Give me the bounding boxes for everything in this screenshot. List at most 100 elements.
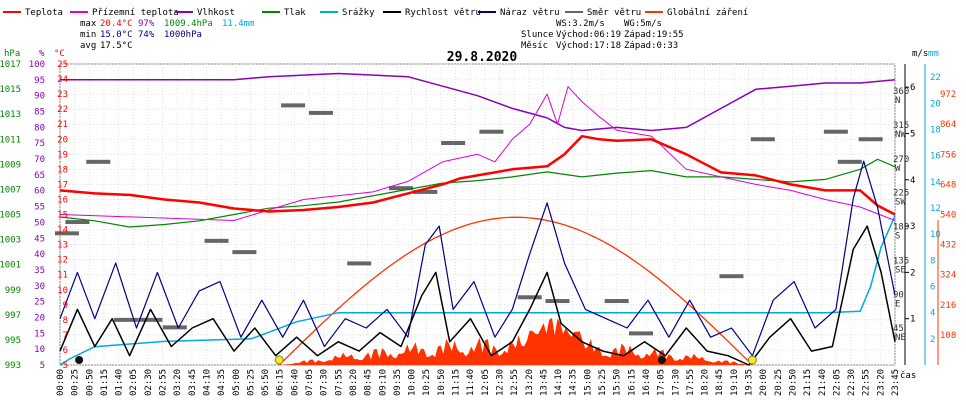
rad-tick-label: 540 [940, 211, 956, 221]
stats-max-rain: 11.4mm [222, 19, 255, 29]
mm-tick-label: 18 [930, 125, 941, 135]
sun-slunce-rise: Východ:06:19 [556, 30, 621, 40]
sun-mesic-rise: Východ:17:18 [556, 41, 621, 51]
sun-slunce-set: Západ:19:55 [624, 30, 684, 40]
degc-tick-label: 23 [57, 90, 68, 100]
rad-tick-label: 864 [940, 120, 956, 130]
mm-tick-label: 6 [930, 282, 935, 292]
dir-tick-name: SE [895, 265, 906, 275]
time-tick-label: 02:55 [159, 369, 169, 396]
legend-label: Globální záření [667, 8, 748, 18]
degc-tick-label: 11 [57, 271, 68, 281]
time-tick-label: 18:45 [715, 369, 725, 396]
time-tick-label: 14:35 [569, 369, 579, 396]
ms-tick-label: 2 [910, 268, 915, 278]
time-tick-label: 04:35 [217, 369, 227, 396]
wind-dir-mark [162, 325, 187, 330]
pressure-line [59, 158, 896, 228]
legend-label: Teplota [25, 8, 63, 18]
mm-tick-label: 16 [930, 152, 941, 162]
degc-axis-label: °C [54, 49, 65, 59]
dir-tick-label: 315 [893, 121, 909, 131]
mm-tick-label: 12 [930, 204, 941, 214]
pct-tick-label: 40 [34, 250, 45, 260]
mm-tick-label: 10 [930, 230, 941, 240]
hpa-tick-label: 1011 [0, 135, 21, 145]
time-tick-label: 18:20 [701, 369, 711, 396]
stats-min-temp: 15.0°C [100, 30, 133, 40]
mm-axis-label: mm [928, 49, 939, 59]
stats-min-hum: 74% [138, 30, 155, 40]
hpa-tick-label: 999 [5, 286, 21, 296]
hpa-tick-label: 995 [5, 336, 21, 346]
pct-tick-label: 35 [34, 266, 45, 276]
legend-label: Tlak [284, 8, 306, 18]
pct-tick-label: 30 [34, 282, 45, 292]
stats-avg-temp: 17.5°C [100, 41, 133, 51]
time-tick-label: 00:25 [71, 369, 81, 396]
x-axis-label: čas [900, 370, 916, 381]
time-tick-label: 19:35 [745, 369, 755, 396]
hpa-tick-label: 997 [5, 311, 21, 321]
dir-tick-label: 135 [893, 256, 909, 266]
dir-tick-label: 90 [893, 290, 904, 300]
time-tick-label: 13:20 [525, 369, 535, 396]
time-tick-label: 22:30 [847, 369, 857, 396]
pct-tick-label: 80 [34, 123, 45, 133]
time-tick-label: 06:15 [276, 369, 286, 396]
hpa-tick-label: 1001 [0, 261, 21, 271]
wind-dir-mark [114, 317, 139, 322]
wind-gust-line [59, 160, 896, 357]
radiation-theoretical-curve [278, 216, 753, 366]
wind-dir-mark [232, 250, 257, 255]
wind-dir-mark [413, 189, 438, 194]
degc-tick-label: 25 [57, 60, 68, 70]
hpa-tick-label: 1007 [0, 185, 21, 195]
degc-tick-label: 10 [57, 286, 68, 296]
rad-tick-label: 972 [940, 90, 956, 100]
time-tick-label: 22:05 [832, 369, 842, 396]
wind-dir-mark [347, 261, 372, 266]
time-tick-label: 10:50 [437, 369, 447, 396]
ms-tick-label: 1 [910, 315, 915, 325]
rad-tick-label: 216 [940, 301, 956, 311]
degc-tick-label: 12 [57, 256, 68, 266]
time-tick-label: 20:25 [774, 369, 784, 396]
dir-tick-name: SW [895, 198, 906, 208]
time-tick-label: 07:05 [305, 369, 315, 396]
wind-dir-mark [65, 220, 90, 225]
time-tick-label: 14:10 [554, 369, 564, 396]
hpa-tick-label: 1017 [0, 60, 21, 70]
hpa-tick-label: 1005 [0, 211, 21, 221]
time-tick-label: 16:40 [642, 369, 652, 396]
time-tick-label: 09:35 [393, 369, 403, 396]
pct-tick-label: 5 [40, 361, 45, 371]
degc-tick-label: 5 [63, 361, 68, 371]
hpa-tick-label: 1003 [0, 236, 21, 246]
time-tick-label: 17:30 [671, 369, 681, 396]
ground-temp-line [59, 86, 896, 221]
time-tick-label: 05:25 [246, 369, 256, 396]
rad-tick-label: 108 [940, 331, 956, 341]
time-tick-label: 16:15 [627, 369, 637, 396]
time-tick-label: 21:15 [803, 369, 813, 396]
degc-tick-label: 24 [57, 75, 68, 85]
time-tick-label: 07:55 [334, 369, 344, 396]
time-tick-label: 05:00 [232, 369, 242, 396]
ms-tick-label: 4 [910, 176, 915, 186]
wind-dir-mark [604, 299, 629, 304]
degc-tick-label: 22 [57, 105, 68, 115]
time-tick-label: 23:45 [891, 369, 901, 396]
hpa-tick-label: 993 [5, 361, 21, 371]
degc-tick-label: 17 [57, 180, 68, 190]
time-tick-label: 21:40 [818, 369, 828, 396]
sunset-marker [747, 355, 757, 365]
stats-max-temp: 20.4°C [100, 19, 133, 29]
hpa-axis-label: hPa [4, 49, 20, 59]
pct-tick-label: 75 [34, 139, 45, 149]
degc-tick-label: 15 [57, 211, 68, 221]
time-tick-label: 07:30 [320, 369, 330, 396]
wind-dir-mark [858, 137, 883, 142]
